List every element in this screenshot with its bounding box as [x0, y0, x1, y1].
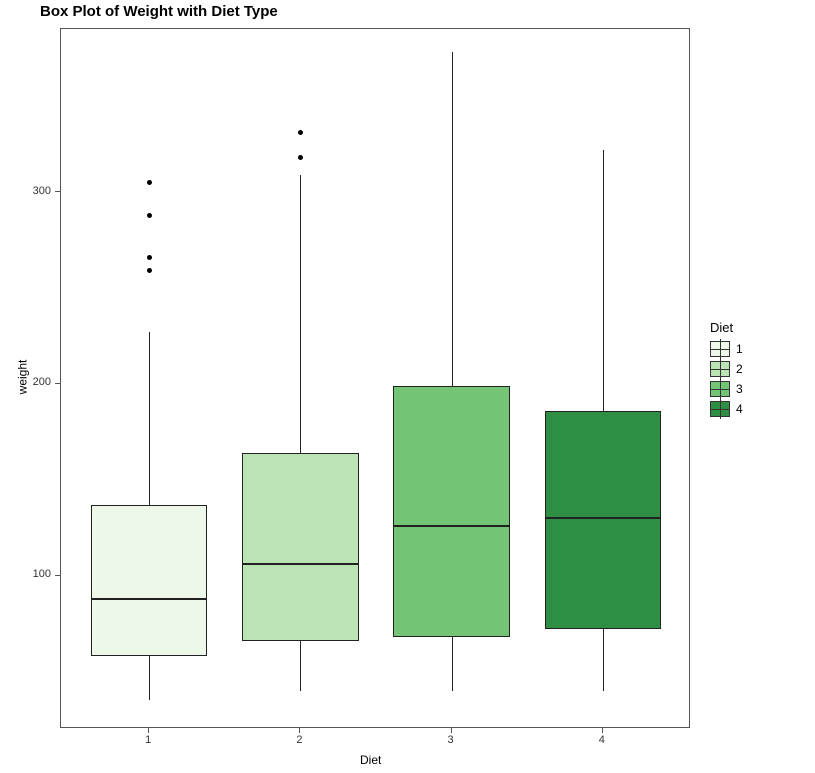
whisker-upper	[603, 150, 604, 411]
outlier-point	[298, 155, 303, 160]
x-tick-mark	[148, 728, 149, 733]
legend-label: 1	[736, 342, 743, 356]
x-axis-title: Diet	[360, 753, 381, 767]
x-tick-label: 3	[431, 734, 471, 746]
whisker-lower	[300, 641, 301, 691]
median-line	[91, 598, 208, 600]
legend-item: 1	[710, 341, 743, 357]
legend: Diet 1 2 3 4	[710, 320, 743, 421]
y-tick-label: 300	[15, 185, 51, 197]
legend-swatch	[710, 381, 730, 397]
legend-label: 4	[736, 402, 743, 416]
legend-label: 3	[736, 382, 743, 396]
legend-swatch	[710, 401, 730, 417]
chart-title: Box Plot of Weight with Diet Type	[40, 3, 278, 20]
y-tick-label: 100	[15, 568, 51, 580]
legend-swatch	[710, 341, 730, 357]
x-tick-label: 2	[279, 734, 319, 746]
y-tick-mark	[55, 575, 60, 576]
x-tick-mark	[451, 728, 452, 733]
outlier-point	[147, 213, 152, 218]
legend-item: 2	[710, 361, 743, 377]
box	[91, 505, 208, 657]
whisker-lower	[603, 629, 604, 690]
legend-item: 3	[710, 381, 743, 397]
box	[242, 453, 359, 641]
chart-container: Box Plot of Weight with Diet Type weight…	[0, 0, 815, 773]
x-tick-mark	[299, 728, 300, 733]
whisker-upper	[149, 332, 150, 505]
legend-item: 4	[710, 401, 743, 417]
legend-title: Diet	[710, 320, 743, 335]
outlier-point	[147, 268, 152, 273]
outlier-point	[298, 130, 303, 135]
median-line	[545, 517, 662, 519]
legend-swatch	[710, 361, 730, 377]
whisker-upper	[452, 52, 453, 386]
x-tick-label: 1	[128, 734, 168, 746]
y-tick-mark	[55, 383, 60, 384]
x-tick-mark	[602, 728, 603, 733]
outlier-point	[147, 180, 152, 185]
legend-label: 2	[736, 362, 743, 376]
y-tick-mark	[55, 191, 60, 192]
whisker-lower	[149, 656, 150, 700]
whisker-upper	[300, 175, 301, 453]
y-tick-label: 200	[15, 376, 51, 388]
plot-area	[60, 28, 690, 728]
x-tick-label: 4	[582, 734, 622, 746]
median-line	[393, 525, 510, 527]
median-line	[242, 563, 359, 565]
box	[393, 386, 510, 637]
box	[545, 411, 662, 630]
whisker-lower	[452, 637, 453, 691]
outlier-point	[147, 255, 152, 260]
